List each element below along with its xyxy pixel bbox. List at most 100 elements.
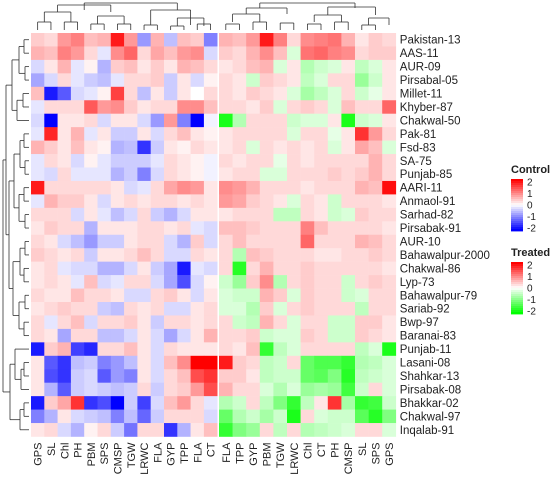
heatmap-cell-1-13-5 <box>97 207 112 222</box>
heatmap-cell-1-8-0 <box>31 140 45 155</box>
column-label: Chl <box>302 443 314 460</box>
heatmap-cell-2-11-9 <box>341 180 356 195</box>
heatmap-cell-1-6-9 <box>150 113 165 128</box>
heatmap-cell-1-14-11 <box>177 221 191 236</box>
heatmap-cell-1-12-13 <box>203 194 218 209</box>
heatmap-cell-2-6-7 <box>314 113 329 128</box>
heatmap-cell-1-3-0 <box>31 73 45 88</box>
heatmap-cell-2-5-3 <box>259 100 274 114</box>
heatmap-cell-2-11-7 <box>314 180 329 195</box>
heatmap-cell-1-2-9 <box>150 59 165 74</box>
row-label: AUR-09 <box>400 62 441 74</box>
heatmap-cell-2-7-11 <box>368 127 383 141</box>
heatmap-cell-1-8-9 <box>150 140 165 155</box>
heatmap-cell-1-21-3 <box>70 315 85 330</box>
heatmap-cell-2-8-10 <box>355 140 369 155</box>
heatmap-cell-2-11-4 <box>273 180 288 195</box>
heatmap-cell-2-28-9 <box>341 409 356 424</box>
heatmap-cell-1-29-3 <box>70 423 85 437</box>
heatmap-cell-1-16-6 <box>110 248 125 262</box>
column-label: TPP <box>234 443 246 464</box>
heatmap-cell-1-19-0 <box>31 288 45 303</box>
heatmap-cell-2-3-0 <box>219 73 233 88</box>
heatmap-cell-1-10-2 <box>57 167 72 182</box>
heatmap-cell-1-10-4 <box>84 167 98 182</box>
heatmap-cell-2-11-11 <box>368 180 383 195</box>
column-label: LRWC <box>139 442 151 474</box>
heatmap-cell-1-13-4 <box>84 207 98 222</box>
heatmap-cell-2-14-6 <box>300 221 315 236</box>
heatmap-cell-1-23-3 <box>70 342 85 357</box>
heatmap-cell-2-16-5 <box>287 248 301 262</box>
legend-swatch <box>511 292 523 295</box>
heatmap-cell-1-2-4 <box>84 59 98 74</box>
heatmap-cell-1-18-4 <box>84 275 98 289</box>
heatmap-cell-2-1-12 <box>382 46 397 61</box>
heatmap-cell-1-6-13 <box>203 113 218 128</box>
heatmap-cell-2-28-11 <box>368 409 383 424</box>
heatmap-cell-1-14-8 <box>137 221 151 236</box>
heatmap-cell-2-11-2 <box>246 180 261 195</box>
heatmap-cell-2-29-8 <box>327 423 342 437</box>
heatmap-cell-2-29-5 <box>287 423 301 437</box>
heatmap-cell-1-19-6 <box>110 288 125 303</box>
heatmap-cell-1-0-13 <box>203 33 218 47</box>
legend-tick-label: 1 <box>527 272 533 283</box>
heatmap-cell-1-6-2 <box>57 113 72 128</box>
heatmap-cell-2-21-0 <box>219 315 233 330</box>
heatmap-cell-1-9-3 <box>70 154 85 168</box>
legend-tick-label: -1 <box>527 212 536 223</box>
heatmap-cell-2-15-7 <box>314 234 329 249</box>
heatmap-cell-1-9-11 <box>177 154 191 168</box>
heatmap-cell-1-26-9 <box>150 382 165 397</box>
heatmap-cell-2-1-6 <box>300 46 315 61</box>
heatmap-cell-2-13-12 <box>382 207 397 222</box>
heatmap-cell-2-23-4 <box>273 342 288 357</box>
heatmap-cell-2-7-1 <box>232 127 247 141</box>
heatmap-cell-1-12-2 <box>57 194 72 209</box>
heatmap-cell-1-6-12 <box>190 113 205 128</box>
heatmap-cell-2-23-1 <box>232 342 247 357</box>
heatmap-cell-2-28-0 <box>219 409 233 424</box>
heatmap-cell-2-4-5 <box>287 86 301 101</box>
heatmap-cell-1-3-5 <box>97 73 112 88</box>
heatmap-cell-2-4-11 <box>368 86 383 101</box>
heatmap-cell-1-10-10 <box>164 167 178 182</box>
row-label: Lasani-08 <box>400 358 451 370</box>
heatmap-cell-1-0-5 <box>97 33 112 47</box>
heatmap-cell-1-7-3 <box>70 127 85 141</box>
heatmap-cell-2-1-7 <box>314 46 329 61</box>
heatmap-cell-2-24-12 <box>382 355 397 370</box>
heatmap-cell-2-16-9 <box>341 248 356 262</box>
heatmap-cell-1-26-7 <box>124 382 138 397</box>
heatmap-cell-1-29-9 <box>150 423 165 437</box>
heatmap-cell-2-5-12 <box>382 100 397 114</box>
heatmap-cell-1-11-0 <box>31 180 45 195</box>
heatmap-cell-1-4-13 <box>203 86 218 101</box>
heatmap-cell-2-22-3 <box>259 328 274 343</box>
heatmap-cell-1-1-4 <box>84 46 98 61</box>
heatmap-cell-2-21-10 <box>355 315 369 330</box>
heatmap-cell-2-17-1 <box>232 261 247 276</box>
heatmap-cell-1-9-2 <box>57 154 72 168</box>
heatmap-cell-1-14-0 <box>31 221 45 236</box>
heatmap-cell-2-22-6 <box>300 328 315 343</box>
heatmap-cell-1-5-12 <box>190 100 205 114</box>
heatmap-cell-1-3-12 <box>190 73 205 88</box>
heatmap-cell-1-3-1 <box>44 73 58 88</box>
heatmap-cell-2-28-1 <box>232 409 247 424</box>
column-label: PH <box>73 442 85 457</box>
heatmap-cell-1-22-6 <box>110 328 125 343</box>
heatmap-cell-1-29-12 <box>190 423 205 437</box>
heatmap-cell-1-18-10 <box>164 275 178 289</box>
heatmap-cell-1-12-9 <box>150 194 165 209</box>
heatmap-cell-2-8-7 <box>314 140 329 155</box>
heatmap-cell-2-28-4 <box>273 409 288 424</box>
row-label: Fsd-83 <box>400 142 436 154</box>
heatmap-cell-1-24-3 <box>70 355 85 370</box>
heatmap-cell-1-11-9 <box>150 180 165 195</box>
heatmap-cell-1-24-4 <box>84 355 98 370</box>
heatmap-cell-2-4-9 <box>341 86 356 101</box>
heatmap-cell-1-27-6 <box>110 396 125 410</box>
heatmap-cell-1-11-13 <box>203 180 218 195</box>
